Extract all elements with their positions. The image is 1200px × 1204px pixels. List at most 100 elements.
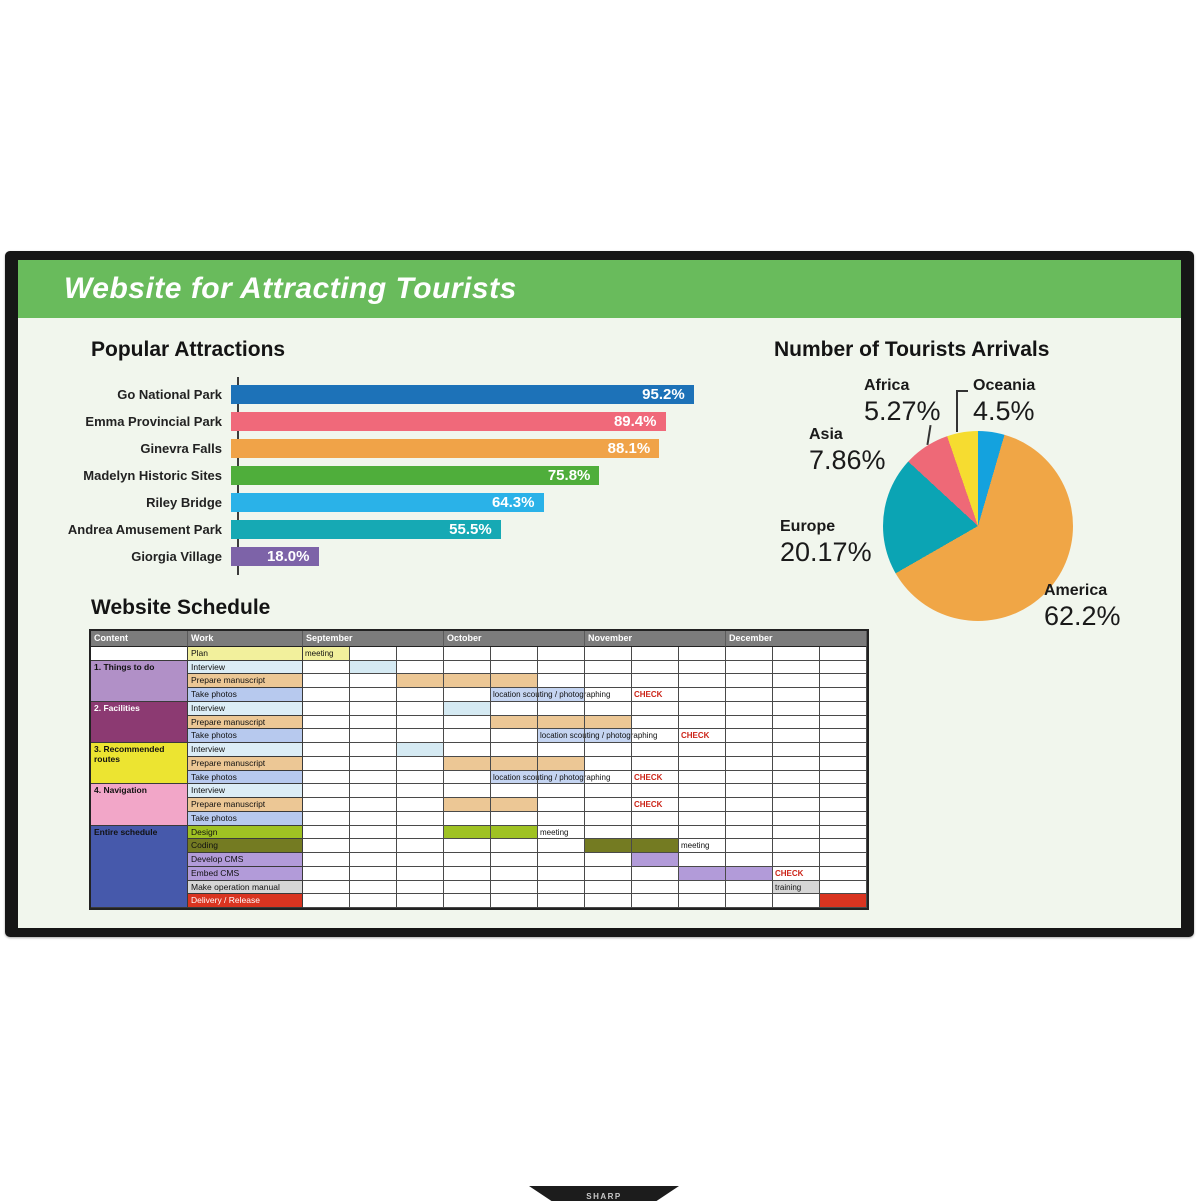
schedule-work-cell: Interview [188,701,303,716]
schedule-grid-cell [773,701,820,716]
schedule-grid-cell [679,660,726,675]
schedule-grid-cell [397,866,444,881]
schedule-grid-cell [303,880,350,895]
schedule-work-cell: Interview [188,743,303,757]
schedule-grid-cell [820,770,867,785]
schedule-check-cell: CHECK [775,868,804,878]
schedule-grid-cell [350,647,397,661]
schedule-grid-cell [303,660,350,675]
schedule-work-cell: Delivery / Release [188,894,303,908]
schedule-gantt-table: Content Work September October November Decem… [89,629,869,910]
bar-row: Riley Bridge 64.3% [26,489,723,516]
bar-value-label: 89.4% [613,413,657,430]
pie-label-name: Asia [809,426,843,443]
bar-fill: 88.1% [231,439,660,458]
schedule-grid-cell [585,894,632,908]
bar-fill: 55.5% [231,520,501,539]
schedule-grid-cell [397,825,444,840]
schedule-grid-cell [773,743,820,757]
monitor-bezel: Website for Attracting Tourists Popular … [5,251,1194,1201]
schedule-check-cell: CHECK [634,772,663,782]
schedule-grid-cell [350,866,397,881]
schedule-grid-cell [585,853,632,867]
schedule-grid-cell [397,880,444,895]
schedule-grid-cell [679,647,726,661]
schedule-gantt-bar [679,866,773,881]
schedule-grid-cell [773,688,820,702]
schedule-grid-cell [350,839,397,854]
bar-row: Go National Park 95.2% [26,381,723,408]
bar-value-label: 88.1% [607,440,651,457]
schedule-grid-cell [350,743,397,757]
schedule-grid-cell [820,825,867,840]
schedule-work-cell: Design [188,825,303,840]
schedule-grid-cell [773,729,820,744]
schedule-grid-cell [773,756,820,771]
schedule-grid-cell [538,880,585,895]
pie-label-name: America [1044,582,1108,599]
schedule-grid-cell [538,811,585,826]
schedule-grid-cell [350,894,397,908]
schedule-grid-cell [444,770,491,785]
schedule-grid-cell [350,770,397,785]
schedule-grid-cell [303,784,350,799]
schedule-header-work: Work [188,631,303,647]
bar-fill: 95.2% [231,385,694,404]
schedule-grid-cell [726,715,773,730]
schedule-grid-cell [491,853,538,867]
schedule-work-cell: Interview [188,784,303,799]
schedule-grid-cell [397,688,444,702]
pie-label-europe: Europe 20.17% [780,518,872,568]
schedule-grid-cell [679,674,726,689]
schedule-work-cell: Take photos [188,688,303,702]
bar-track: 75.8% [231,466,723,485]
schedule-grid-cell [397,756,444,771]
schedule-grid-cell [491,743,538,757]
schedule-grid-cell [585,660,632,675]
schedule-gantt-bar [444,756,585,771]
schedule-grid-cell [585,825,632,840]
schedule-gantt-bar [585,839,679,854]
schedule-grid-cell [585,701,632,716]
schedule-work-cell: Embed CMS [188,866,303,881]
schedule-grid-cell [491,880,538,895]
schedule-grid-cell [820,715,867,730]
schedule-grid-cell [679,811,726,826]
schedule-grid-cell [632,784,679,799]
schedule-grid-cell [444,839,491,854]
schedule-grid-cell [303,701,350,716]
pie-label-america: America 62.2% [1044,582,1121,632]
schedule-grid-cell [773,660,820,675]
schedule-grid-cell [679,798,726,812]
schedule-group-cell: 2. Facilities [91,701,188,744]
schedule-grid-cell [538,660,585,675]
schedule-gantt-bar [350,660,397,675]
schedule-grid-cell [585,798,632,812]
schedule-grid-cell [303,839,350,854]
schedule-grid-cell [632,811,679,826]
schedule-grid-cell [773,715,820,730]
schedule-check-cell: CHECK [634,690,663,700]
schedule-grid-cell [820,701,867,716]
schedule-grid-cell [350,811,397,826]
dashboard-header: Website for Attracting Tourists [18,260,1181,318]
display-screen: Website for Attracting Tourists Popular … [18,260,1181,928]
schedule-gantt-bar [397,743,444,757]
schedule-gantt-bar [444,701,491,716]
bar-category-label: Andrea Amusement Park [67,522,222,537]
schedule-grid-cell [726,688,773,702]
schedule-grid-cell [773,674,820,689]
schedule-grid-cell [444,866,491,881]
schedule-grid-cell [303,674,350,689]
schedule-grid-cell [397,811,444,826]
schedule-grid-cell [303,811,350,826]
schedule-grid-cell [491,660,538,675]
schedule-gantt-bar: meeting [681,841,710,851]
schedule-grid-cell [726,798,773,812]
pie-label-name: Africa [864,377,910,394]
schedule-grid-cell [820,798,867,812]
schedule-grid-cell [773,894,820,908]
schedule-grid-cell [397,647,444,661]
schedule-work-cell: Take photos [188,729,303,744]
